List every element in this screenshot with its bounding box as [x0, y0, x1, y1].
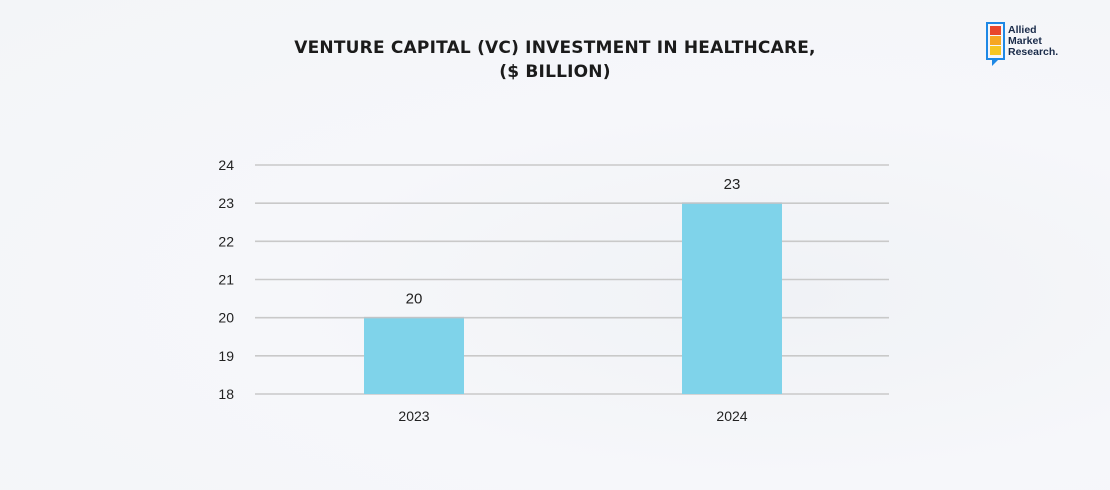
logo-text: Allied Market Research.: [1008, 25, 1058, 58]
chart-title-line-1: VENTURE CAPITAL (VC) INVESTMENT IN HEALT…: [294, 38, 816, 58]
bar: [364, 317, 464, 394]
logo-text-line-2: Market: [1008, 35, 1042, 47]
y-tick-label: 21: [218, 272, 234, 288]
brand-logo: Allied Market Research.: [986, 22, 1076, 70]
x-tick-label: 2024: [716, 408, 747, 424]
bar: [682, 203, 782, 394]
y-tick-label: 22: [218, 233, 234, 249]
y-tick-label: 19: [218, 348, 234, 364]
y-tick-label: 18: [218, 386, 234, 402]
data-label: 20: [406, 291, 423, 308]
logo-mark-icon: [986, 22, 1005, 66]
x-tick-label: 2023: [398, 408, 429, 424]
chart-title-line-2: ($ BILLION): [499, 62, 611, 82]
logo-text-line-1: Allied: [1008, 24, 1037, 36]
y-tick-label: 20: [218, 310, 234, 326]
y-tick-label: 23: [218, 195, 234, 211]
chart-title: VENTURE CAPITAL (VC) INVESTMENT IN HEALT…: [0, 36, 1110, 84]
logo-text-line-3: Research.: [1008, 46, 1059, 58]
data-label: 23: [724, 176, 741, 193]
y-tick-label: 24: [218, 157, 234, 173]
